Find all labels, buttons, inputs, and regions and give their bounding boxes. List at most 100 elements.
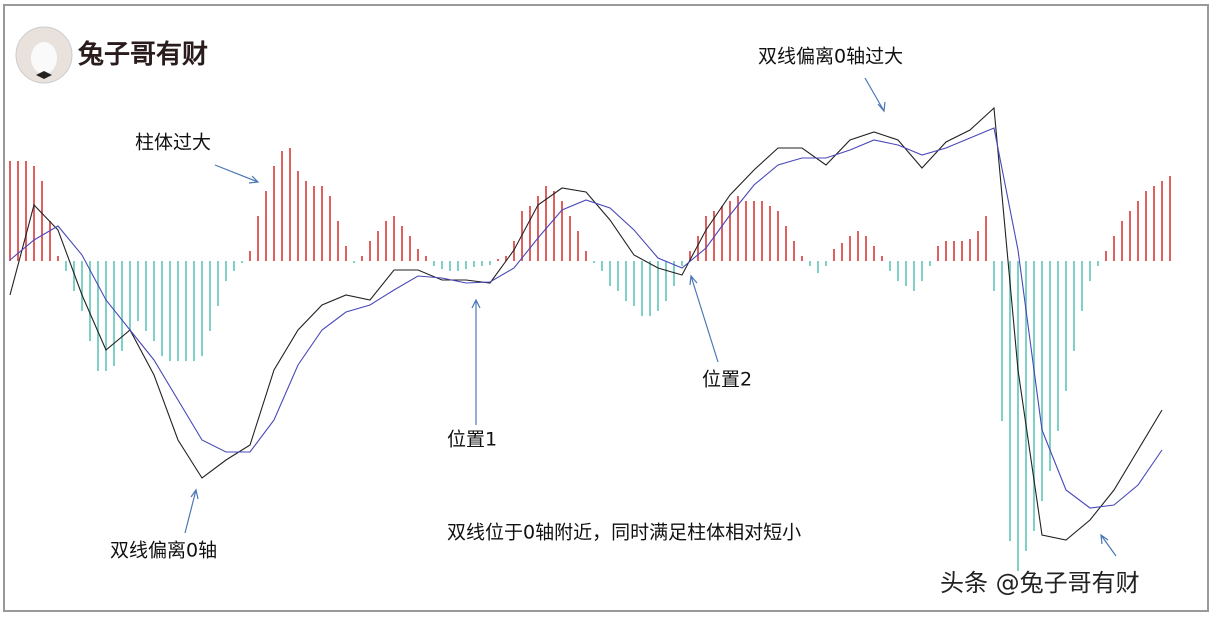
histogram-bar (513, 241, 515, 261)
histogram-bar (105, 261, 107, 371)
histogram-bar (433, 261, 435, 266)
histogram-bar (849, 236, 851, 261)
histogram-bar (497, 259, 499, 261)
histogram-bar (457, 261, 459, 271)
histogram-bar (1065, 261, 1067, 391)
histogram-bar (961, 241, 963, 261)
histogram-bar (89, 261, 91, 341)
histogram-bar (601, 261, 603, 271)
histogram-bar (353, 261, 355, 263)
histogram-bar (545, 186, 547, 261)
histogram-bar (817, 261, 819, 273)
histogram-bar (489, 261, 491, 265)
histogram-bar (953, 241, 955, 261)
histogram-bar (297, 171, 299, 261)
arrow (864, 77, 886, 113)
histogram-bar (233, 261, 235, 271)
histogram-bar (481, 261, 483, 266)
histogram-bar (737, 196, 739, 261)
histogram-bar (225, 261, 227, 281)
annotation: 位置1 (447, 429, 497, 451)
histogram-bar (337, 221, 339, 261)
histogram-bar (1009, 261, 1011, 541)
histogram-bar (1017, 261, 1019, 571)
histogram-bar (1129, 211, 1131, 261)
histogram-bar (1089, 261, 1091, 281)
arrow (1100, 533, 1117, 557)
histogram-bar (425, 256, 427, 261)
histogram-bar (857, 231, 859, 261)
histogram-bar (201, 261, 203, 356)
histogram-bar (289, 148, 291, 261)
histogram-bar (561, 201, 563, 261)
histogram-bar (9, 161, 11, 261)
plot (9, 106, 1171, 571)
histogram-bar (569, 216, 571, 261)
histogram-bar (129, 261, 131, 331)
histogram-bar (305, 181, 307, 261)
histogram-bar (145, 261, 147, 331)
arrow (471, 298, 481, 425)
histogram-bar (273, 166, 275, 261)
histogram-bar (753, 201, 755, 261)
histogram-bar (977, 231, 979, 261)
histogram-bar (785, 226, 787, 261)
histogram-bar (121, 261, 123, 351)
histogram-bar (881, 256, 883, 261)
histogram-bar (1041, 261, 1043, 501)
histogram-bar (385, 221, 387, 261)
histogram-bar (929, 261, 931, 266)
histogram-bar (65, 261, 67, 271)
histogram-bar (57, 256, 59, 261)
histogram-bar (793, 241, 795, 261)
histogram-bar (553, 191, 555, 261)
histogram-bar (345, 246, 347, 261)
histogram-bar (809, 261, 811, 266)
histogram-bar (377, 231, 379, 261)
histogram-bar (281, 151, 283, 261)
histogram-bar (185, 261, 187, 361)
logo: 兔子哥有财 (15, 26, 208, 84)
histogram-bar (113, 261, 115, 366)
histogram-bar (193, 261, 195, 361)
histogram-bar (257, 216, 259, 261)
histogram-bar (1137, 201, 1139, 261)
histogram-bar (361, 256, 363, 261)
histogram-bar (833, 249, 835, 261)
histogram-bar (641, 261, 643, 316)
histogram-bar (633, 261, 635, 306)
logo-text: 兔子哥有财 (78, 40, 208, 70)
arrow (214, 164, 260, 184)
histogram-bar (73, 261, 75, 291)
histogram-bar (665, 261, 667, 301)
histogram-bar (169, 261, 171, 361)
histogram-bar (585, 251, 587, 261)
histogram-bar (577, 231, 579, 261)
histogram-bar (217, 261, 219, 306)
histogram-bar (761, 201, 763, 261)
histogram-bar (161, 261, 163, 356)
histogram-bar (177, 261, 179, 361)
histogram-bar (1121, 221, 1123, 261)
histogram-bar (33, 166, 35, 261)
histogram-bar (745, 201, 747, 261)
histogram-bar (905, 261, 907, 286)
histogram-bar (1025, 261, 1027, 551)
histogram-bar (401, 226, 403, 261)
annotation: 双线位于0轴附近，同时满足柱体相对短小 (447, 522, 801, 544)
histogram-bar (729, 201, 731, 261)
histogram-bar (1169, 176, 1171, 261)
histogram-bar (1145, 191, 1147, 261)
histogram-bar (769, 206, 771, 261)
histogram-bar (1097, 261, 1099, 266)
histogram-bar (465, 261, 467, 269)
histogram-bar (713, 211, 715, 261)
annotation: 柱体过大 (135, 132, 211, 154)
histogram-bar (393, 216, 395, 261)
histogram-bar (1073, 261, 1075, 351)
watermark: 头条 @兔子哥有财 (940, 569, 1140, 597)
histogram-bar (409, 236, 411, 261)
histogram-bar (81, 261, 83, 311)
histogram-bar (321, 186, 323, 261)
